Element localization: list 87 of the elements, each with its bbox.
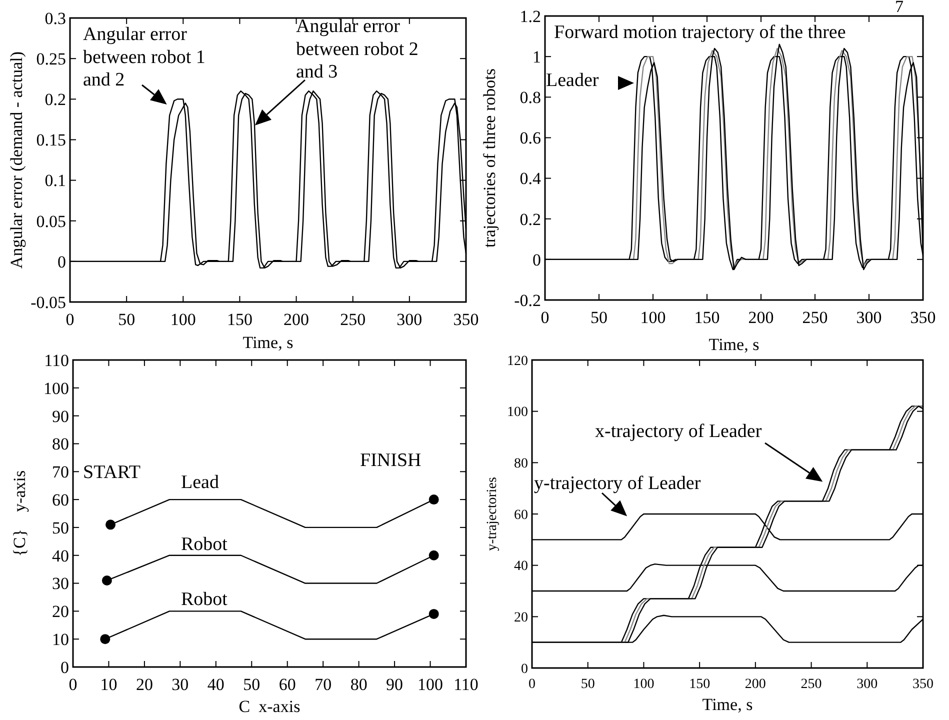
x-tick-label: 70 (314, 675, 332, 694)
x-tick-label: 60 (278, 675, 296, 694)
x-tick-label: 100 (640, 308, 666, 327)
y-tick-label: 0.1 (44, 171, 66, 190)
y-tick-label: 0 (521, 662, 528, 677)
x-tick-label: 350 (453, 310, 479, 329)
y-axis-title: {C} y-axis (10, 470, 29, 557)
y-tick-label: 40 (52, 546, 69, 566)
y-tick-label: 0 (532, 250, 541, 270)
y-tick-label: 0.25 (36, 50, 66, 69)
x-tick-label: 250 (802, 308, 828, 327)
annotation: Forward motion trajectory of the three (554, 22, 846, 43)
y-tick-label: 0.15 (36, 130, 66, 150)
x-tick-label: 300 (396, 310, 422, 329)
y-tick-label: 0.8 (520, 88, 541, 108)
y-tick-label: 0.6 (520, 128, 541, 148)
y-tick-label: -0.05 (30, 292, 66, 312)
x-tick-label: 100 (418, 675, 444, 694)
y-tick-label: 0 (60, 658, 69, 677)
y-axis-title: Angular error (demand - actual) (7, 51, 26, 269)
y-tick-label: 60 (514, 508, 528, 523)
y-tick-label: 0.2 (44, 90, 66, 110)
annotation: Angular error between robot 1 and 2 (83, 24, 206, 91)
x-tick-label: 90 (386, 675, 404, 694)
x-tick-label: 200 (748, 308, 774, 327)
y-tick-label: 60 (52, 490, 69, 510)
x-tick-label: 50 (580, 677, 595, 692)
y-tick-label: 0.4 (520, 169, 542, 188)
annotation: FINISH (360, 450, 422, 471)
y-axis-title: y-trajectories (485, 477, 500, 551)
x-tick-label: 150 (689, 677, 710, 692)
y-tick-label: 90 (52, 406, 69, 426)
x-axis-title: Time, s (242, 333, 294, 352)
x-tick-label: 110 (454, 675, 478, 694)
y-tick-label: 0 (58, 252, 66, 272)
y-tick-label: 20 (52, 602, 69, 622)
x-tick-label: 80 (350, 675, 368, 694)
y-tick-label: 1.2 (520, 6, 541, 26)
x-tick-label: 50 (118, 310, 136, 329)
y-tick-label: 50 (52, 518, 69, 538)
x-tick-label: 40 (207, 675, 224, 694)
x-tick-label: 10 (100, 675, 118, 694)
x-tick-label: 30 (172, 675, 189, 694)
x-tick-label: 200 (284, 310, 310, 329)
y-axis-title: trajectories of three robots (480, 68, 499, 248)
y-tick-label: 110 (44, 350, 69, 370)
y-tick-label: 0.2 (520, 210, 541, 229)
annotation: x-trajectory of Leader (595, 421, 762, 442)
x-tick-label: 150 (226, 310, 252, 329)
x-tick-label: 150 (694, 308, 720, 327)
annotation: Lead (181, 472, 220, 493)
y-tick-label: 80 (52, 434, 69, 454)
text: 7 (895, 0, 904, 16)
y-tick-label: 30 (52, 574, 69, 594)
x-axis-title: Time, s (708, 335, 760, 354)
y-tick-label: 0.05 (36, 212, 66, 231)
x-tick-label: 250 (800, 677, 822, 692)
x-axis-title: C x-axis (238, 697, 300, 716)
x-tick-label: 300 (856, 308, 882, 327)
annotation: Robot (181, 534, 228, 555)
y-tick-label: 40 (514, 559, 528, 574)
y-tick-label: 1 (532, 48, 541, 67)
x-tick-label: 100 (633, 677, 654, 692)
y-tick-label: 120 (507, 354, 528, 369)
y-tick-label: -0.2 (514, 290, 541, 310)
y-tick-label: 0.3 (44, 8, 66, 28)
x-tick-label: 200 (744, 677, 766, 692)
x-tick-label: 100 (170, 310, 196, 329)
annotation: START (83, 462, 141, 483)
x-tick-label: 50 (243, 675, 260, 694)
y-tick-label: 80 (514, 456, 528, 472)
y-tick-label: 10 (52, 630, 69, 650)
y-tick-label: 70 (52, 462, 69, 482)
x-axis-title: Time, s (702, 695, 753, 714)
x-tick-label: 350 (912, 677, 934, 692)
annotation: y-trajectory of Leader (534, 473, 702, 494)
x-tick-label: 20 (136, 675, 153, 694)
y-tick-label: 100 (44, 378, 69, 398)
x-tick-label: 350 (910, 308, 936, 327)
annotation: Leader (546, 70, 600, 91)
x-tick-label: 300 (856, 677, 878, 692)
x-tick-label: 50 (590, 308, 608, 327)
annotation: Angular error between robot 2 and 3 (296, 16, 418, 83)
y-tick-label: 20 (514, 610, 528, 626)
y-tick-label: 100 (507, 405, 528, 420)
annotation: Robot (181, 589, 228, 610)
x-tick-label: 250 (340, 310, 366, 329)
